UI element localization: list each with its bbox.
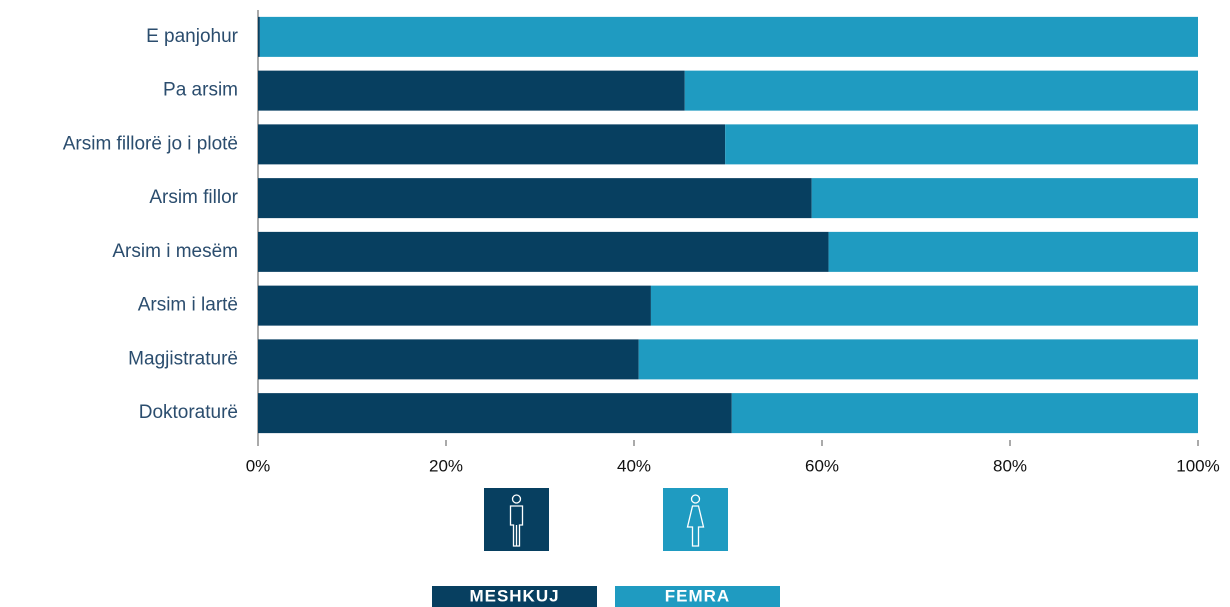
x-tick-label: 20%: [429, 456, 463, 475]
category-label: Doktoraturë: [139, 402, 238, 423]
category-label: Magjistraturë: [128, 348, 238, 369]
x-tick-label: 0%: [246, 456, 271, 475]
legend-icon: [686, 494, 705, 547]
category-label: Arsim fillor: [149, 187, 238, 208]
bar-segment: [731, 393, 1198, 434]
legend-icon: [509, 494, 524, 547]
bar-segment: [638, 339, 1198, 380]
legend-icons: [484, 488, 728, 551]
bar-segment: [258, 285, 651, 326]
x-tick-label: 40%: [617, 456, 651, 475]
bar-segment: [725, 124, 1198, 165]
legend-label: MESHKUJ: [469, 586, 559, 605]
x-tick-label: 60%: [805, 456, 839, 475]
category-label: Pa arsim: [163, 80, 238, 101]
category-label: Arsim fillorë jo i plotë: [63, 133, 238, 154]
bar-segment: [258, 393, 732, 434]
bar-segment: [811, 178, 1198, 219]
legend-label: FEMRA: [665, 586, 730, 605]
icon-body: [509, 505, 524, 547]
bar-segment: [828, 231, 1198, 272]
legend-swatch: [432, 586, 597, 607]
bar-segment: [259, 16, 1198, 57]
bar-segment: [650, 285, 1198, 326]
bar-segment: [258, 231, 829, 272]
x-tick-label: 100%: [1176, 456, 1219, 475]
icon-head: [690, 494, 701, 504]
x-tick-label: 80%: [993, 456, 1027, 475]
icon-body: [686, 505, 705, 547]
icon-head: [511, 494, 522, 504]
bar-segment: [258, 178, 812, 219]
bar-segment: [684, 70, 1198, 111]
legend-swatch: [615, 586, 780, 607]
category-label: E panjohur: [146, 26, 239, 47]
bar-segment: [258, 124, 726, 165]
legend-icon-box: [663, 488, 728, 551]
category-label: Arsim i mesëm: [112, 241, 238, 262]
bar-segment: [258, 339, 639, 380]
bar-segment: [258, 16, 260, 57]
category-label: Arsim i lartë: [138, 295, 238, 316]
bar-segment: [258, 70, 685, 111]
